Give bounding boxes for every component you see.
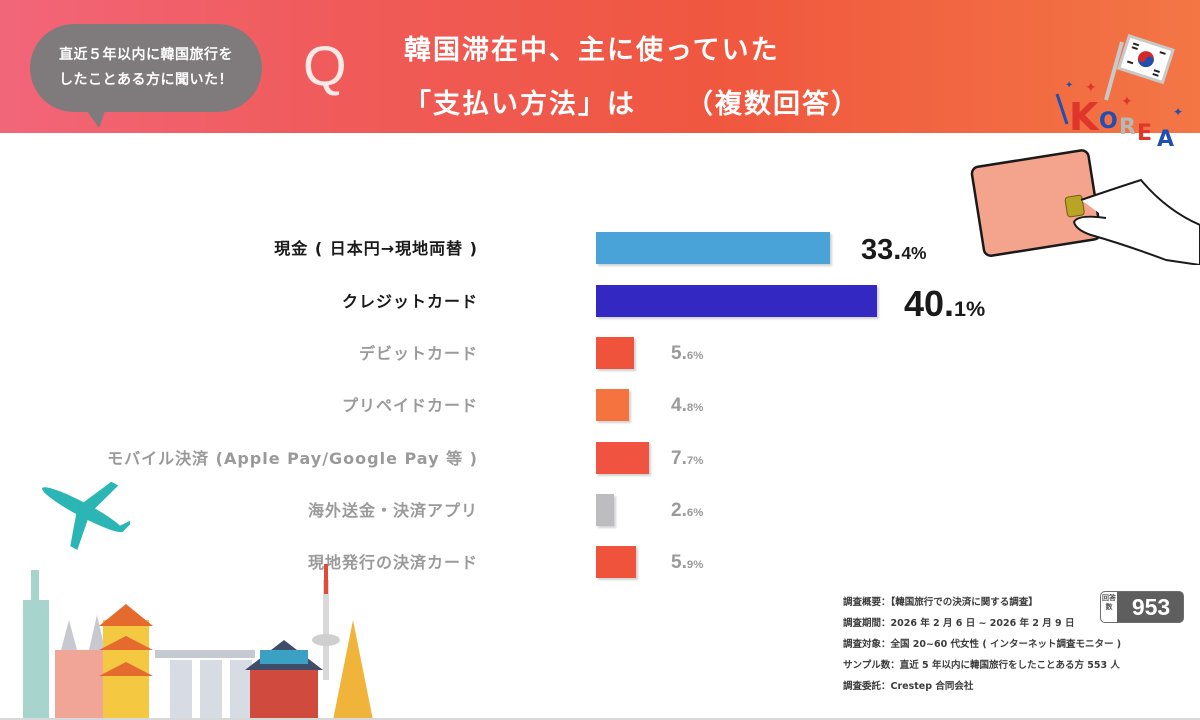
- title-line-1: 韓国滞在中、主に使っていた: [404, 35, 780, 66]
- value-label: 4.8%: [671, 395, 704, 416]
- value-label: 2.6%: [671, 500, 704, 521]
- title-line-2: 「支払い方法」は: [404, 89, 636, 120]
- chart-row-debit-card: デビットカード 5.6%: [0, 337, 1100, 371]
- chart-row-mobile-payment: モバイル決済 (Apple Pay/Google Pay 等 ) 7.7%: [0, 442, 1100, 476]
- bar-cash: [596, 232, 830, 264]
- bar-local-card: [596, 546, 636, 578]
- korea-flag-icon: [1104, 33, 1175, 101]
- survey-period: 調査期間：2026 年 2 月 6 日 ~ 2026 年 2 月 9 日: [843, 618, 1075, 629]
- svg-text:✦: ✦: [1085, 80, 1097, 96]
- bar-credit-card: [596, 285, 877, 317]
- value-label: 7.7%: [671, 448, 704, 469]
- asian-landmarks-skyline: [23, 564, 373, 720]
- survey-overview: 調査概要：【韓国旅行での決済に関する調査】: [843, 597, 1038, 608]
- airplane-icon: [42, 481, 130, 550]
- chart-row-prepaid-card: プリペイドカード 4.8%: [0, 389, 1100, 423]
- response-count-badge: 回答数 953: [1100, 591, 1184, 623]
- svg-text:✦: ✦: [1065, 80, 1073, 91]
- survey-commissioned: 調査委託：Crestep 合同会社: [843, 681, 974, 692]
- bar-prepaid-card: [596, 389, 629, 421]
- korea-text-badge: K O R E A ✦ ✦ ✦ ✦: [1055, 80, 1183, 150]
- response-count-tag: 回答数: [1101, 592, 1117, 622]
- chart-row-remittance-app: 海外送金・決済アプリ 2.6%: [0, 494, 1100, 528]
- chart-row-cash: 現金 ( 日本円→現地両替 ) 33.4%: [0, 232, 1100, 266]
- bubble-line-1: 直近５年以内に韓国旅行を: [59, 47, 233, 63]
- row-label: プリペイドカード: [341, 396, 478, 415]
- survey-target: 調査対象：全国 20~60 代女性 ( インターネット調査モニター ): [843, 639, 1122, 650]
- row-label: デビットカード: [358, 344, 478, 363]
- row-label: 海外送金・決済アプリ: [307, 501, 478, 520]
- row-label: 現地発行の決済カード: [307, 553, 478, 572]
- row-label: クレジットカード: [341, 292, 478, 311]
- credit-card-hand-icon: [970, 149, 1200, 265]
- chart-row-local-card: 現地発行の決済カード 5.9%: [0, 546, 1100, 580]
- svg-text:✦: ✦: [1121, 94, 1133, 110]
- bar-remittance-app: [596, 494, 614, 526]
- speech-bubble: 直近５年以内に韓国旅行を したことある方に聞いた！: [30, 24, 262, 112]
- row-label: モバイル決済 (Apple Pay/Google Pay 等 ): [107, 449, 478, 468]
- question-mark-q: Q: [303, 34, 347, 97]
- row-label: 現金 ( 日本円→現地両替 ): [274, 239, 478, 258]
- value-label: 5.6%: [671, 343, 704, 364]
- bottom-border: [0, 718, 1200, 720]
- value-label: 40.1%: [904, 283, 986, 324]
- svg-text:✦: ✦: [1173, 105, 1183, 119]
- svg-text:A: A: [1157, 127, 1174, 150]
- value-label: 33.4%: [861, 234, 927, 266]
- header-banner: 直近５年以内に韓国旅行を したことある方に聞いた！ Q 韓国滞在中、主に使ってい…: [0, 0, 1200, 150]
- svg-text:K: K: [1069, 95, 1100, 139]
- svg-text:E: E: [1137, 121, 1152, 146]
- bubble-line-2: したことある方に聞いた！: [59, 72, 233, 88]
- value-label: 5.9%: [671, 552, 704, 573]
- bar-mobile-payment: [596, 442, 649, 474]
- svg-text:O: O: [1099, 109, 1118, 134]
- title-multiple-answer-note: （複数回答）: [686, 89, 860, 120]
- survey-sample: サンプル数：直近 5 年以内に韓国旅行をしたことある方 553 人: [843, 660, 1120, 671]
- chart-row-credit-card: クレジットカード 40.1%: [0, 283, 1100, 324]
- survey-summary: 調査概要：【韓国旅行での決済に関する調査】 調査期間：2026 年 2 月 6 …: [843, 592, 1121, 697]
- response-count-value: 953: [1131, 594, 1171, 620]
- bar-debit-card: [596, 337, 634, 369]
- svg-text:R: R: [1119, 115, 1136, 140]
